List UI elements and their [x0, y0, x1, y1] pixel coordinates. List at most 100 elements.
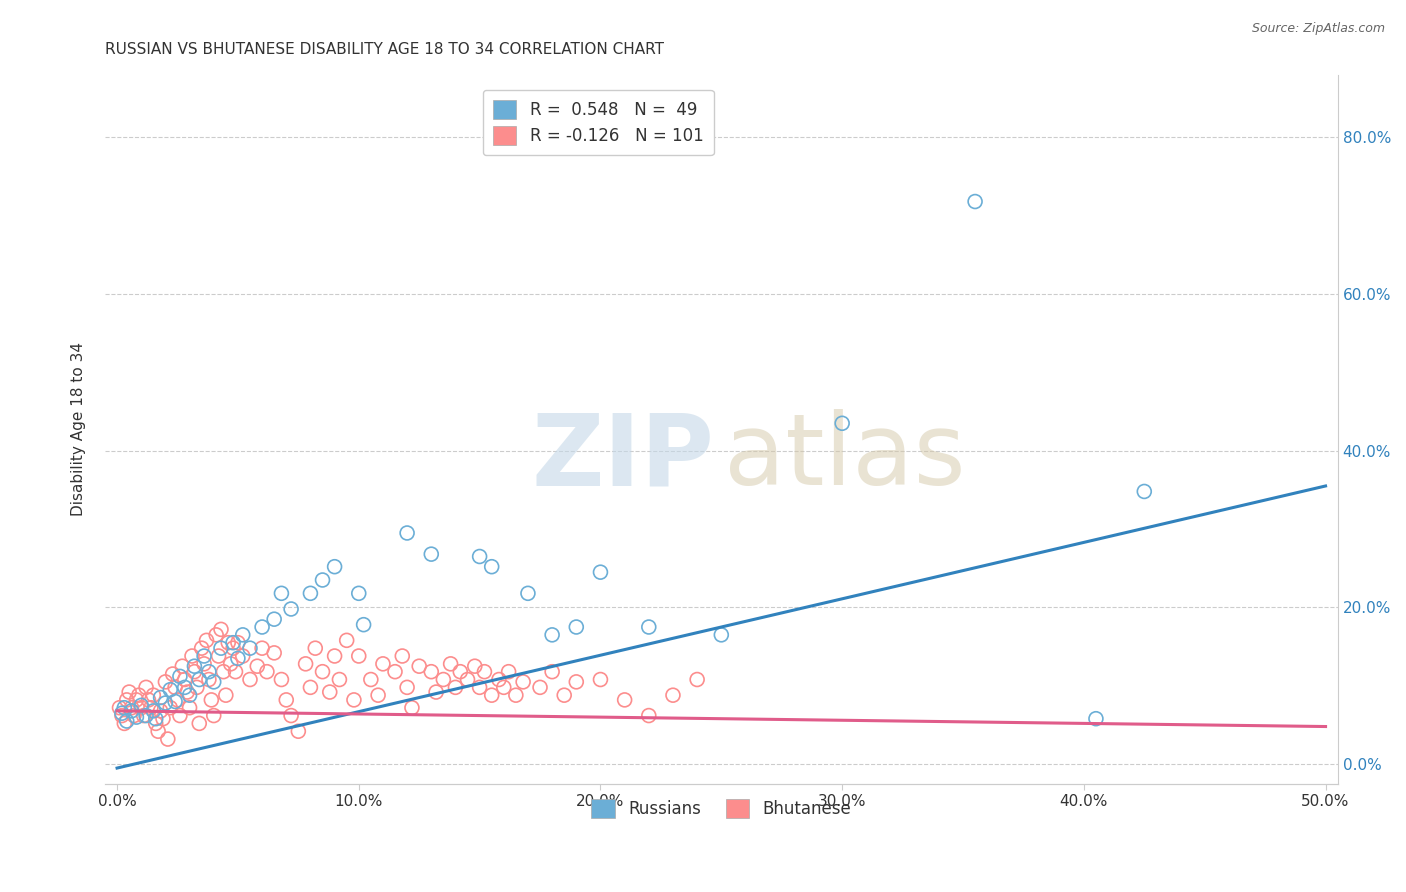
Point — [188, 716, 211, 731]
Point — [498, 665, 520, 679]
Point — [169, 669, 191, 683]
Point — [831, 417, 853, 431]
Point — [425, 685, 447, 699]
Point — [198, 665, 221, 679]
Point — [190, 641, 212, 656]
Point — [360, 673, 382, 687]
Point — [408, 659, 430, 673]
Point — [319, 685, 342, 699]
Point — [710, 628, 733, 642]
Point — [225, 665, 247, 679]
Point — [188, 673, 211, 687]
Point — [565, 620, 588, 634]
Text: RUSSIAN VS BHUTANESE DISABILITY AGE 18 TO 34 CORRELATION CHART: RUSSIAN VS BHUTANESE DISABILITY AGE 18 T… — [105, 42, 664, 57]
Point — [294, 657, 316, 671]
Point — [505, 688, 527, 702]
Point — [181, 648, 204, 663]
Point — [304, 641, 326, 656]
Point — [145, 712, 167, 726]
Point — [270, 586, 292, 600]
Point — [166, 693, 188, 707]
Point — [280, 602, 302, 616]
Point — [135, 708, 157, 723]
Point — [202, 708, 225, 723]
Point — [468, 549, 491, 564]
Point — [222, 641, 245, 656]
Point — [125, 710, 148, 724]
Point — [183, 659, 205, 673]
Point — [464, 659, 486, 673]
Point — [122, 708, 145, 723]
Point — [662, 688, 685, 702]
Point — [172, 659, 194, 673]
Point — [565, 674, 588, 689]
Point — [112, 716, 135, 731]
Point — [145, 716, 167, 731]
Point — [138, 693, 160, 707]
Point — [367, 688, 389, 702]
Point — [263, 646, 285, 660]
Point — [401, 700, 423, 714]
Point — [165, 694, 187, 708]
Point — [179, 700, 201, 714]
Point — [481, 688, 503, 702]
Point — [226, 651, 249, 665]
Point — [965, 194, 987, 209]
Point — [512, 674, 534, 689]
Point — [256, 665, 278, 679]
Point — [457, 673, 479, 687]
Point — [209, 641, 232, 656]
Point — [589, 565, 612, 579]
Point — [637, 708, 659, 723]
Point — [111, 706, 134, 721]
Point — [449, 665, 471, 679]
Point — [432, 673, 454, 687]
Point — [139, 700, 162, 714]
Point — [179, 688, 201, 702]
Point — [347, 586, 370, 600]
Point — [173, 681, 195, 695]
Point — [311, 573, 333, 587]
Point — [553, 688, 575, 702]
Point — [529, 681, 551, 695]
Point — [115, 693, 138, 707]
Point — [155, 674, 177, 689]
Point — [250, 620, 273, 634]
Point — [517, 586, 540, 600]
Point — [155, 696, 177, 710]
Point — [637, 620, 659, 634]
Point — [108, 700, 131, 714]
Point — [311, 665, 333, 679]
Point — [159, 682, 181, 697]
Point — [205, 628, 228, 642]
Point — [239, 641, 262, 656]
Point — [195, 633, 218, 648]
Point — [474, 665, 496, 679]
Point — [328, 673, 350, 687]
Point — [226, 636, 249, 650]
Point — [270, 673, 292, 687]
Point — [541, 665, 564, 679]
Point — [232, 648, 254, 663]
Point — [128, 688, 150, 702]
Point — [111, 708, 134, 723]
Point — [183, 665, 205, 679]
Point — [492, 681, 515, 695]
Point — [287, 724, 309, 739]
Point — [468, 681, 491, 695]
Point — [165, 681, 187, 695]
Point — [215, 688, 238, 702]
Point — [371, 657, 394, 671]
Point — [323, 559, 346, 574]
Point — [146, 724, 169, 739]
Point — [280, 708, 302, 723]
Point — [121, 704, 143, 718]
Point — [396, 526, 419, 541]
Point — [246, 659, 269, 673]
Point — [198, 673, 221, 687]
Point — [686, 673, 709, 687]
Point — [112, 700, 135, 714]
Point — [250, 641, 273, 656]
Point — [193, 657, 215, 671]
Point — [115, 714, 138, 728]
